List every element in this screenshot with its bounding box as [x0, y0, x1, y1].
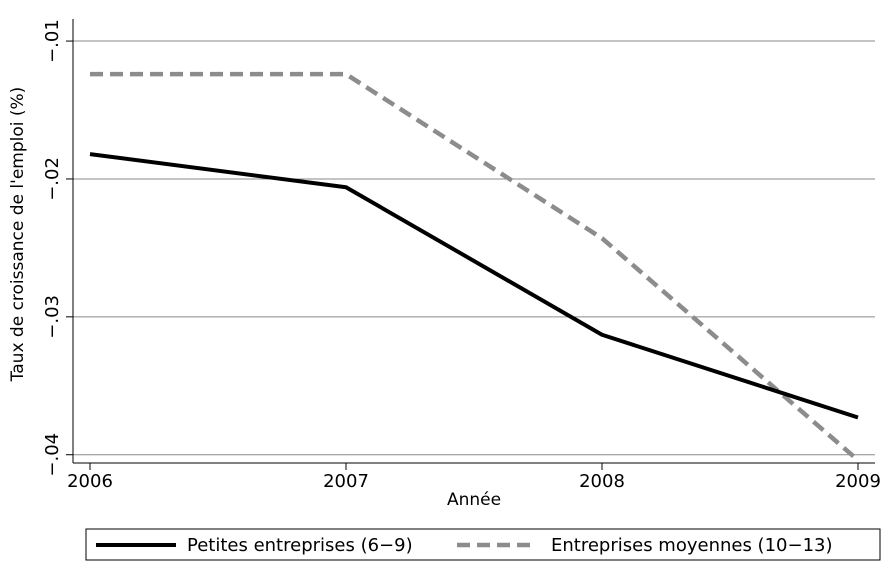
series-line-petites-entreprises [89, 152, 859, 420]
series-line-entreprises-moyennes [90, 71, 860, 462]
gridlines [73, 40, 875, 456]
series-layer [89, 71, 860, 462]
x-axis-ticks: 2006 2007 2008 2009 [67, 463, 881, 492]
x-tick-label: 2008 [579, 471, 625, 492]
x-tick-label: 2006 [67, 471, 113, 492]
x-tick-label: 2009 [835, 471, 881, 492]
y-tick-label: −.03 [42, 295, 63, 339]
y-tick-label: −.02 [42, 157, 63, 201]
x-axis-label: Année [447, 490, 501, 510]
x-tick-label: 2007 [323, 471, 369, 492]
y-axis-label: Taux de croissance de l'emploi (%) [8, 87, 28, 383]
legend: Petites entreprises (6−9) Entreprises mo… [85, 528, 881, 561]
legend-label-entreprises-moyennes: Entreprises moyennes (10−13) [551, 535, 833, 556]
axes [72, 19, 875, 464]
y-tick-label: −.01 [42, 19, 63, 63]
y-axis-ticks: −.01 −.02 −.03 −.04 [42, 19, 73, 477]
y-tick-label: −.04 [42, 433, 63, 477]
legend-label-petites-entreprises: Petites entreprises (6−9) [187, 535, 413, 556]
